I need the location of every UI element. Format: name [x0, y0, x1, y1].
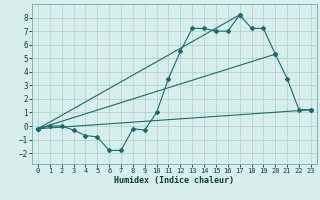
- X-axis label: Humidex (Indice chaleur): Humidex (Indice chaleur): [115, 176, 234, 185]
